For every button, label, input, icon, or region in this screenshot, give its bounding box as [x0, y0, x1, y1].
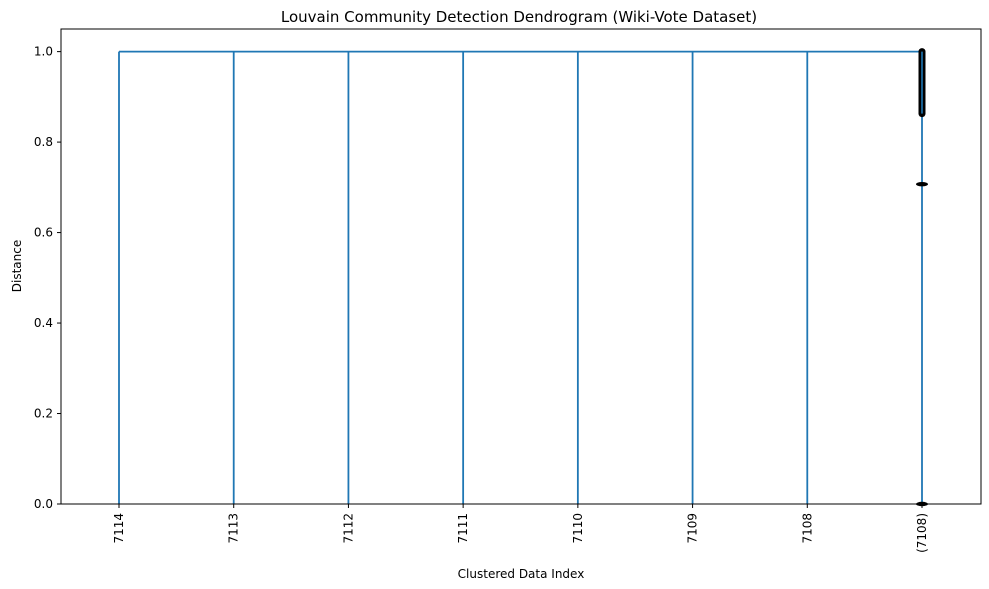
- y-axis: 0.0 0.2 0.4 0.6 0.8 1.0: [34, 45, 61, 511]
- y-axis-label: Distance: [10, 240, 24, 292]
- x-tick-label: 7113: [227, 513, 241, 544]
- x-tick-label: 7112: [341, 513, 355, 544]
- x-axis: 7114 7113 7112 7111 7110 7109 7108 (7108): [112, 504, 929, 553]
- x-tick-label: 7114: [112, 513, 126, 544]
- y-tick-label: 0.0: [34, 497, 53, 511]
- collapsed-marker: [916, 181, 928, 187]
- plot-frame: [60, 28, 982, 505]
- x-tick-label: 7111: [456, 513, 470, 544]
- x-tick-label: (7108): [915, 513, 929, 553]
- x-tick-label: 7110: [571, 513, 585, 544]
- chart-title: Louvain Community Detection Dendrogram (…: [281, 8, 757, 26]
- x-axis-label: Clustered Data Index: [458, 567, 585, 581]
- x-tick-label: 7109: [686, 513, 700, 544]
- y-tick-label: 0.4: [34, 316, 53, 330]
- x-tick-label: 7108: [800, 513, 814, 544]
- y-tick-label: 0.8: [34, 135, 53, 149]
- y-tick-label: 0.2: [34, 407, 53, 421]
- y-tick-label: 1.0: [34, 45, 53, 59]
- y-tick-label: 0.6: [34, 226, 53, 240]
- dendrogram-links: [118, 50, 923, 504]
